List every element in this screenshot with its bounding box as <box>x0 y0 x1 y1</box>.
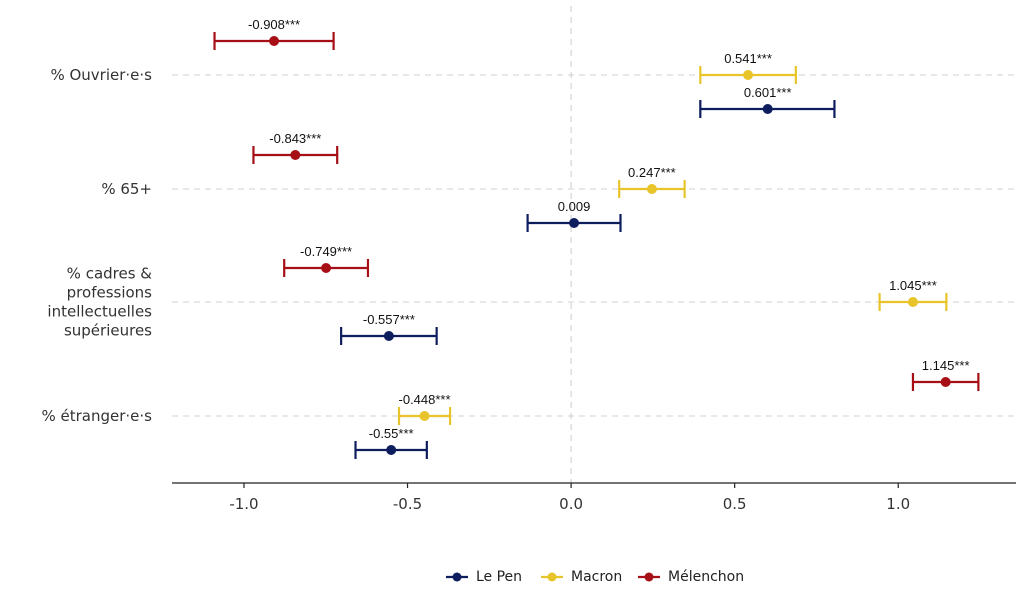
data-label: 1.045*** <box>889 278 937 293</box>
data-label: -0.557*** <box>363 312 415 327</box>
point-estimate <box>762 104 773 114</box>
point-estimate <box>646 184 657 194</box>
point-estimate <box>383 331 394 341</box>
legend-label: Macron <box>571 569 622 585</box>
series-macron: 0.541*** 0.247*** 1.045*** -0.448*** <box>397 51 948 425</box>
y-tick-label: % étranger·e·s <box>42 407 153 425</box>
y-axis-tick-labels: % Ouvrier·e·s % 65+ % cadres &professionsi… <box>42 66 153 425</box>
point-estimate <box>940 377 951 387</box>
data-label: -0.749*** <box>300 244 352 259</box>
x-tick-label: -0.5 <box>393 495 422 513</box>
y-tick-label: supérieures <box>64 322 152 340</box>
x-tick-label: 0.0 <box>559 495 583 513</box>
legend-marker <box>644 572 654 582</box>
series-le-pen: 0.601*** 0.009 -0.557*** -0.55*** <box>340 85 836 459</box>
legend-item-melenchon: Mélenchon <box>638 569 744 585</box>
x-tick-label: 0.5 <box>723 495 747 513</box>
point-estimate <box>419 411 430 421</box>
legend-label: Mélenchon <box>668 569 744 585</box>
data-label: 0.247*** <box>628 165 676 180</box>
x-tick-label: 1.0 <box>886 495 910 513</box>
y-tick-label: % cadres & <box>67 265 153 283</box>
data-label: 0.601*** <box>744 85 792 100</box>
legend-marker <box>547 572 557 582</box>
y-tick-label: professions <box>67 284 153 302</box>
data-label: -0.448*** <box>399 392 451 407</box>
legend-marker <box>452 572 462 582</box>
data-label: 0.009 <box>558 199 591 214</box>
series-layer: 0.601***0.009-0.557***-0.55***0.541***0.… <box>213 17 980 459</box>
point-estimate <box>290 150 301 160</box>
point-estimate <box>743 70 754 80</box>
y-tick-label: intellectuelles <box>47 303 152 321</box>
data-label: -0.55*** <box>369 426 414 441</box>
x-axis: -1.0 -0.5 0.0 0.5 1.0 <box>172 482 1016 513</box>
point-estimate <box>907 297 918 307</box>
point-estimate <box>569 218 580 228</box>
point-estimate <box>269 36 280 46</box>
series-melenchon: -0.908*** -0.843*** -0.749*** 1.145*** <box>213 17 980 391</box>
point-estimate <box>386 445 397 455</box>
data-label: 1.145*** <box>922 358 970 373</box>
legend-item-macron: Macron <box>541 569 622 585</box>
legend-label: Le Pen <box>476 569 522 585</box>
legend-item-le-pen: Le Pen <box>446 569 522 585</box>
y-tick-label: % 65+ <box>101 180 152 198</box>
data-label: -0.843*** <box>269 131 321 146</box>
point-estimate <box>321 263 332 273</box>
y-tick-label: % Ouvrier·e·s <box>50 66 152 84</box>
data-label: -0.908*** <box>248 17 300 32</box>
data-label: 0.541*** <box>724 51 772 66</box>
grid-lines <box>172 6 1016 483</box>
x-tick-label: -1.0 <box>229 495 258 513</box>
legend: Le Pen Macron Mélenchon <box>446 569 744 585</box>
